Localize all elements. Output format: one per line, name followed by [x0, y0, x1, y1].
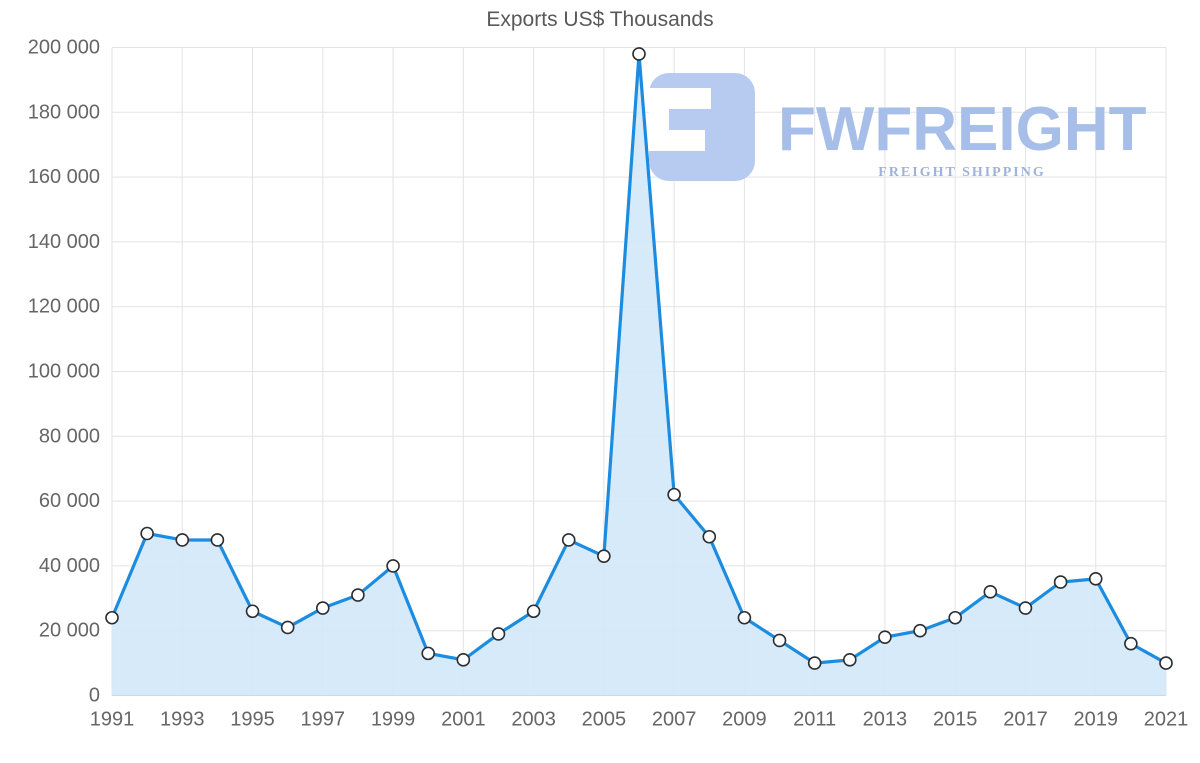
svg-text:2003: 2003: [511, 709, 556, 731]
svg-text:2013: 2013: [863, 709, 908, 731]
svg-text:2009: 2009: [722, 709, 767, 731]
svg-text:2005: 2005: [582, 709, 627, 731]
svg-text:2015: 2015: [933, 709, 978, 731]
svg-text:2007: 2007: [652, 709, 697, 731]
svg-text:160 000: 160 000: [28, 166, 100, 188]
svg-text:1991: 1991: [90, 709, 135, 731]
svg-text:2019: 2019: [1073, 709, 1118, 731]
svg-text:100 000: 100 000: [28, 361, 100, 383]
svg-text:1993: 1993: [160, 709, 205, 731]
svg-text:1997: 1997: [301, 709, 346, 731]
svg-text:FWFREIGHT: FWFREIGHT: [778, 95, 1147, 164]
svg-text:2011: 2011: [793, 709, 836, 731]
svg-text:200 000: 200 000: [28, 37, 100, 59]
svg-text:FREIGHT SHIPPING: FREIGHT SHIPPING: [878, 165, 1046, 180]
svg-text:80 000: 80 000: [39, 425, 100, 447]
svg-text:2001: 2001: [441, 709, 486, 731]
svg-text:0: 0: [89, 685, 100, 707]
svg-text:1995: 1995: [230, 709, 275, 731]
svg-text:2021: 2021: [1144, 709, 1189, 731]
svg-text:40 000: 40 000: [39, 555, 100, 577]
svg-text:1999: 1999: [371, 709, 416, 731]
svg-text:2017: 2017: [1003, 709, 1048, 731]
svg-text:120 000: 120 000: [28, 296, 100, 318]
svg-text:140 000: 140 000: [28, 231, 100, 253]
svg-text:60 000: 60 000: [39, 490, 100, 512]
svg-text:20 000: 20 000: [39, 620, 100, 642]
svg-text:180 000: 180 000: [28, 101, 100, 123]
